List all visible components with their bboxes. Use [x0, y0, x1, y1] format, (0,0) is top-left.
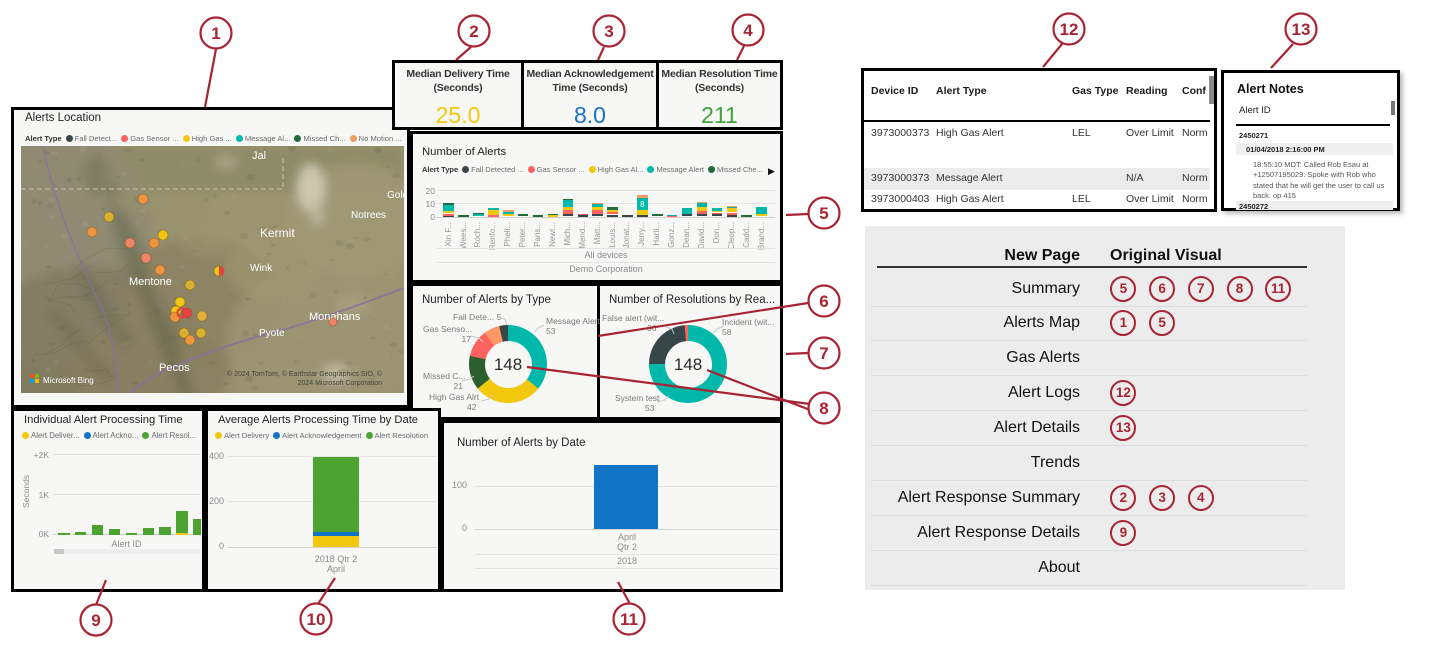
svg-text:Wink: Wink: [250, 263, 273, 274]
svg-text:12: 12: [1060, 20, 1079, 39]
svg-text:Monahans: Monahans: [309, 311, 361, 323]
svg-text:Kermit: Kermit: [260, 226, 295, 240]
svg-text:Mentone: Mentone: [129, 276, 172, 288]
svg-text:Pyote: Pyote: [259, 328, 285, 339]
svg-text:Microsoft Bing: Microsoft Bing: [43, 376, 94, 385]
svg-text:3: 3: [604, 22, 613, 41]
svg-text:4: 4: [743, 21, 753, 40]
svg-text:© 2024 TomTom, © Earthstar Geo: © 2024 TomTom, © Earthstar Geographics S…: [227, 370, 383, 378]
svg-text:Jal: Jal: [252, 150, 266, 162]
svg-text:8: 8: [819, 399, 828, 418]
svg-text:9: 9: [91, 611, 100, 630]
svg-text:Gold: Gold: [387, 190, 404, 201]
svg-text:Pecos: Pecos: [159, 362, 190, 374]
svg-text:13: 13: [1292, 20, 1311, 39]
svg-text:10: 10: [307, 610, 326, 629]
svg-text:5: 5: [819, 204, 828, 223]
svg-text:11: 11: [620, 610, 638, 629]
svg-text:1: 1: [211, 24, 220, 43]
svg-text:Notrees: Notrees: [351, 210, 386, 221]
svg-text:2: 2: [469, 22, 478, 41]
svg-text:6: 6: [819, 292, 828, 311]
svg-text:2024 Microsoft Corporation: 2024 Microsoft Corporation: [298, 380, 383, 387]
svg-text:7: 7: [819, 344, 828, 363]
